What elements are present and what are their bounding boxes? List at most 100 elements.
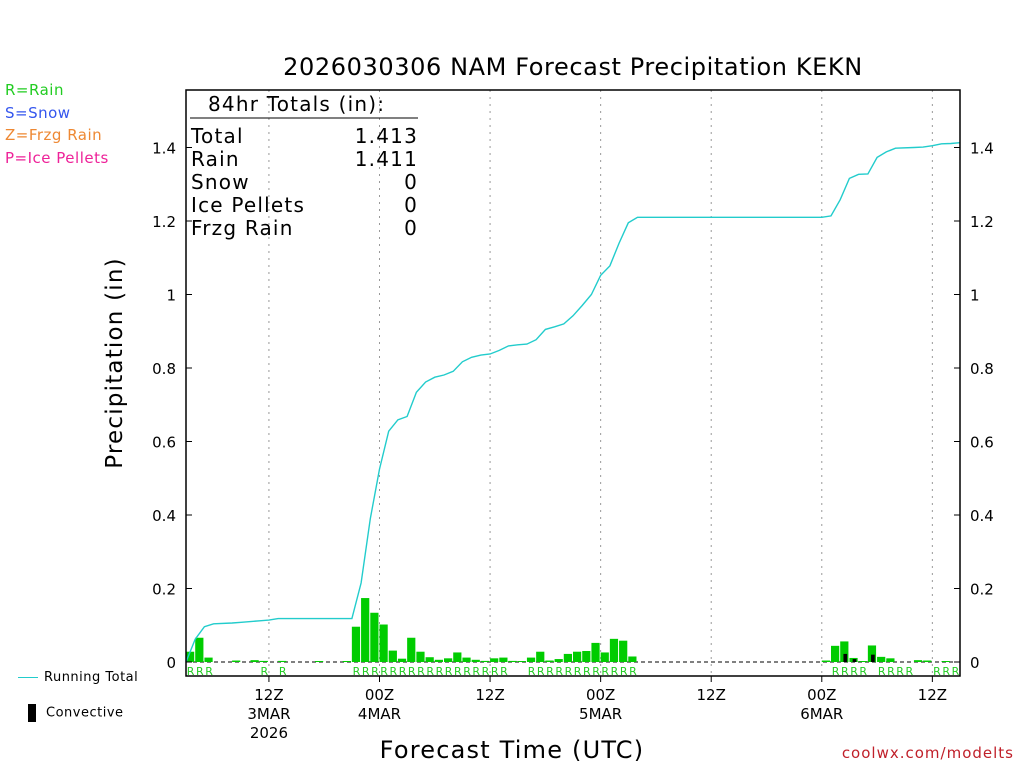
precip-bar [425,657,434,662]
convective-bar [852,659,857,662]
running-total-layer [185,142,961,663]
precip-bar [453,652,462,662]
x-tick-label: 12Z [475,686,504,704]
y-axis-label: Precipitation (in) [102,257,128,469]
precip-bar [250,660,259,662]
precip-bar [526,657,536,662]
y-tick-label-right: 0.6 [970,434,994,452]
convective-layer [843,653,875,662]
precip-type-marker: R [528,665,536,678]
running-total-swatch [18,677,38,678]
precip-bar [351,626,361,662]
precip-bar [388,650,397,662]
precip-bar [397,658,407,662]
precip-type-marker: R [389,665,397,678]
x-tick-label: 00Z [807,686,836,704]
precip-type-marker: R [380,665,388,678]
precip-type-marker: R [279,665,287,678]
precip-bar [563,653,572,662]
convective-swatch [28,704,36,722]
precip-bar [591,642,600,662]
y-tick-label-right: 1 [970,287,980,305]
running-total-line [185,142,961,663]
precip-bar [609,638,619,662]
x-tick-label: 12Z [697,686,726,704]
precip-type-marker: R [537,665,545,678]
precip-type-marker: R [426,665,434,678]
precip-bar [831,645,840,662]
totals-row-label: Total [190,124,244,148]
precip-type-marker: R [629,665,637,678]
precip-type-marker: R [463,665,471,678]
totals-row-label: Rain [191,147,240,171]
precip-type-marker: R [574,665,582,678]
precip-bar [499,657,508,662]
precip-type-marker: R [187,665,195,678]
precip-bar [232,660,241,662]
precip-bar [913,660,923,662]
convective-bar [843,653,848,662]
precip-type-marker: R [933,665,941,678]
y-tick-label-left: 0.4 [152,507,176,525]
y-tick-label-left: 0.2 [152,581,176,599]
precip-bar [517,661,526,662]
precip-type-marker: R [362,665,370,678]
totals-row-value: 1.411 [355,147,418,171]
precip-bar [278,660,287,662]
precip-type-marker: R [905,665,913,678]
precip-type-marker: R [436,665,444,678]
x-tick-label: 6MAR [800,705,843,723]
precip-type-marker: R [850,665,858,678]
precip-bar [259,660,268,662]
precip-type-marker: R [832,665,840,678]
precip-bar [471,659,480,662]
precip-bar [536,651,545,662]
precip-bar [186,651,195,662]
y-tick-label-right: 1.4 [970,140,994,158]
precip-type-legend-item: S=Snow [5,103,71,122]
x-tick-label: 2026 [250,724,288,742]
running-total-label: Running Total [44,670,139,685]
y-tick-label-right: 0 [970,654,980,672]
totals-heading: 84hr Totals (in): [208,92,385,116]
precip-bar [370,612,379,662]
x-tick-label: 3MAR [247,705,290,723]
totals-row-label: Snow [191,170,250,194]
precip-type-marker: R [500,665,508,678]
x-tick-label: 12Z [918,686,947,704]
precip-type-marker: R [445,665,453,678]
precip-bar [462,657,471,662]
bars-layer [186,598,950,662]
totals-row-value: 0 [404,193,418,217]
precip-type-marker: R [555,665,563,678]
precip-type-marker: R [205,665,213,678]
precip-type-marker: R [611,665,619,678]
x-tick-label: 00Z [365,686,394,704]
y-tick-label-left: 0 [166,654,176,672]
precip-bar [867,645,877,662]
precip-bar [840,641,849,662]
axes-layer: 0 00.2 0.20.4 0.40.6 0.60.8 0.81 11.2 1.21.4 1.4… [152,89,994,742]
precip-bar [619,640,628,662]
plot-frame [185,89,961,677]
y-tick-label-left: 1.4 [152,140,176,158]
precip-type-marker: R [841,665,849,678]
totals-row-label: Frzg Rain [191,216,294,240]
precip-type-marker: R [896,665,904,678]
credit-text: coolwx.com/modelts [841,744,1014,762]
y-tick-label-left: 1 [166,287,176,305]
y-tick-label-right: 1.2 [970,213,994,231]
y-tick-label-left: 0.8 [152,360,176,378]
y-tick-label-left: 1.2 [152,213,176,231]
precip-bar [315,661,324,662]
precip-bar [886,658,895,662]
precip-type-legend-item: Z=Frzg Rain [5,126,103,144]
precip-type-marker: R [260,665,268,678]
y-tick-label-left: 0.6 [152,434,176,452]
totals-row-label: Ice Pellets [191,193,305,217]
x-tick-label: 5MAR [579,705,622,723]
precip-type-marker: R [887,665,895,678]
precip-type-marker: R [454,665,462,678]
precip-bar [379,624,388,662]
